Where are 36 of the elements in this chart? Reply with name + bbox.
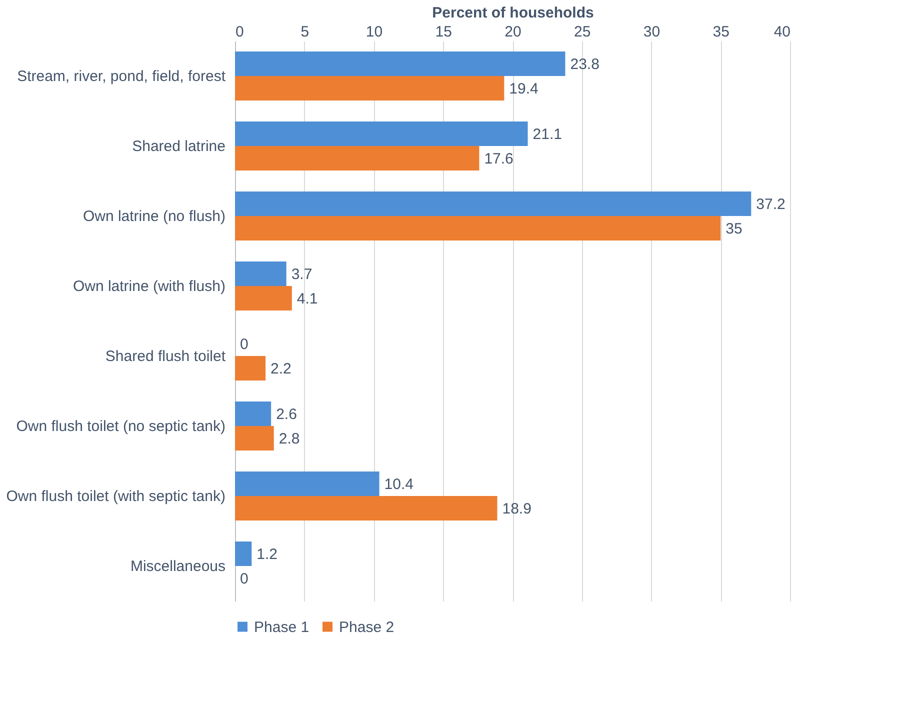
data-label: 3.7 bbox=[291, 266, 312, 283]
data-label: 10.4 bbox=[384, 476, 414, 493]
y-tick-label: Own latrine (no flush) bbox=[82, 208, 226, 225]
legend-label: Phase 2 bbox=[339, 618, 394, 636]
legend-label: Phase 1 bbox=[254, 618, 310, 636]
x-tick-label: 5 bbox=[300, 24, 310, 40]
data-label: 23.8 bbox=[570, 56, 600, 73]
data-label: 2.2 bbox=[270, 360, 292, 378]
data-label: 0 bbox=[240, 570, 248, 588]
y-tick-label: Own flush toilet (no septic tank) bbox=[16, 418, 226, 435]
x-tick-label: 30 bbox=[643, 24, 660, 40]
y-tick-label: Stream, river, pond, field, forest bbox=[17, 68, 226, 85]
x-tick-label: 0 bbox=[236, 24, 244, 40]
data-label: 2.8 bbox=[278, 430, 300, 448]
y-tick-label: Own latrine (with flush) bbox=[72, 278, 226, 295]
y-tick-label: Shared flush toilet bbox=[105, 348, 226, 365]
data-label: 17.6 bbox=[484, 150, 514, 168]
x-tick-label: 35 bbox=[712, 24, 730, 40]
data-label: 1.2 bbox=[256, 546, 278, 563]
data-label: 2.6 bbox=[276, 406, 297, 423]
data-label: 18.9 bbox=[502, 500, 532, 518]
x-tick-label: 15 bbox=[435, 24, 452, 40]
x-axis-title: Percent of households bbox=[432, 4, 594, 22]
x-tick-label: 20 bbox=[504, 24, 522, 40]
x-tick-label: 40 bbox=[774, 24, 790, 40]
x-tick-label: 25 bbox=[574, 24, 591, 40]
data-label: 0 bbox=[240, 336, 248, 353]
x-tick-label: 10 bbox=[366, 24, 383, 40]
data-label: 4.1 bbox=[296, 290, 318, 308]
data-label: 37.2 bbox=[756, 196, 786, 213]
data-label: 21.1 bbox=[532, 126, 562, 143]
y-tick-label: Shared latrine bbox=[132, 138, 226, 155]
y-tick-label: Miscellaneous bbox=[130, 558, 226, 575]
y-tick-label: Own flush toilet (with septic tank) bbox=[6, 488, 226, 505]
data-label: 35 bbox=[726, 220, 742, 238]
data-label: 19.4 bbox=[509, 80, 538, 98]
